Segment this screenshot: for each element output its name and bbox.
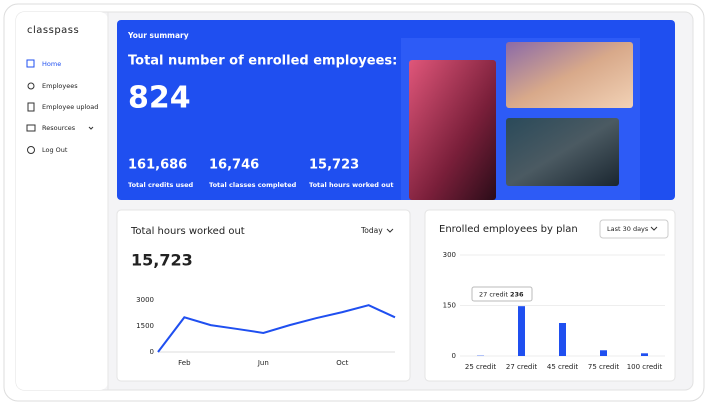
hours-total: 15,723 xyxy=(131,251,193,270)
eyebrow: Your summary xyxy=(127,31,189,40)
x-tick-label: Oct xyxy=(336,359,348,367)
sidebar xyxy=(16,12,108,390)
filter[interactable]: Last 30 days xyxy=(607,225,649,233)
logo: classpass xyxy=(27,25,79,36)
x-tick-label: Feb xyxy=(178,359,191,367)
card-title: Total hours worked out xyxy=(130,226,245,237)
stat-value: 161,686 xyxy=(128,158,187,173)
photo xyxy=(506,118,619,186)
stat-label: Total credits used xyxy=(128,181,194,189)
x-tick-label: 27 credit xyxy=(506,363,537,371)
y-tick-label: 1500 xyxy=(136,322,154,330)
nav-item[interactable]: Employees xyxy=(42,82,78,90)
y-tick-label: 300 xyxy=(443,251,456,259)
x-tick-label: Jun xyxy=(257,359,269,367)
photo xyxy=(409,60,496,200)
y-tick-label: 150 xyxy=(443,302,456,310)
total: 824 xyxy=(128,81,191,116)
x-tick-label: 100 credit xyxy=(627,363,663,371)
nav-item[interactable]: Log Out xyxy=(42,146,68,154)
filter[interactable]: Today xyxy=(360,226,383,235)
stat-value: 15,723 xyxy=(309,158,359,173)
x-tick-label: 75 credit xyxy=(588,363,619,371)
tooltip-label: 27 credit xyxy=(479,291,508,299)
y-tick-label: 0 xyxy=(150,348,154,356)
bar xyxy=(641,353,648,356)
bar xyxy=(518,306,525,356)
y-tick-label: 3000 xyxy=(136,296,154,304)
card-title: Enrolled employees by plan xyxy=(439,224,578,235)
stat-label: Total hours worked out xyxy=(309,181,393,189)
photo xyxy=(506,42,633,108)
stat-label: Total classes completed xyxy=(209,181,297,189)
x-tick-label: 45 credit xyxy=(547,363,578,371)
bar xyxy=(600,350,607,356)
nav-item[interactable]: Resources xyxy=(42,124,76,132)
tooltip-value: 236 xyxy=(510,291,524,299)
heading: Total number of enrolled employees: xyxy=(128,54,397,69)
x-tick-label: 25 credit xyxy=(465,363,496,371)
stat-value: 16,746 xyxy=(209,158,259,173)
nav-item[interactable]: Employee upload xyxy=(42,103,98,111)
bar xyxy=(559,323,566,356)
y-tick-label: 0 xyxy=(452,352,456,360)
nav-item[interactable]: Home xyxy=(42,60,61,68)
